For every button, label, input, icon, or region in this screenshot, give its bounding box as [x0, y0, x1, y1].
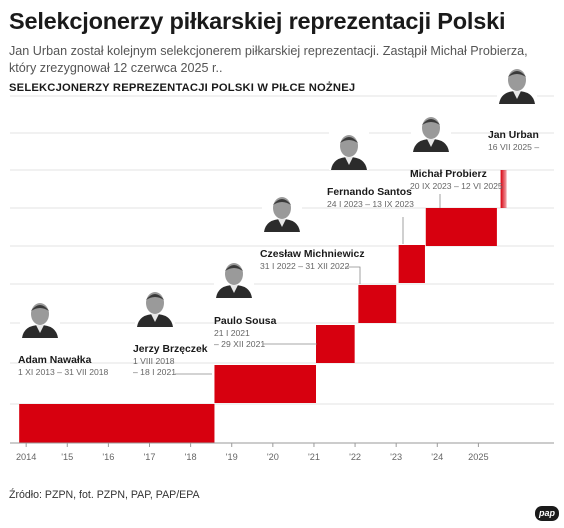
coach-name: Michał Probierz [410, 169, 487, 180]
coach-bar-current [500, 170, 507, 208]
coach-portrait [262, 192, 302, 232]
source-note: Źródło: PZPN, fot. PZPN, PAP, PAP/EPA [9, 489, 200, 501]
label-connector [345, 266, 361, 284]
x-tick-label: '21 [308, 452, 320, 462]
coach-name: Adam Nawałka [18, 355, 92, 366]
coach-dates: 16 VII 2025 – [488, 142, 539, 152]
coach-dates: 1 XI 2013 – 31 VII 2018 [18, 367, 109, 377]
subtitle: Jan Urban został kolejnym selekcjonerem … [9, 44, 528, 75]
coach-dates: – 18 I 2021 [133, 367, 176, 377]
x-tick-label: 2014 [16, 452, 36, 462]
coach-bar [425, 208, 497, 246]
coach-name: Jerzy Brzęczek [133, 344, 208, 355]
coach-dates: 21 I 2021 [214, 328, 250, 338]
x-tick-label: '18 [185, 452, 197, 462]
coach-portrait [329, 130, 369, 170]
coach-portrait [20, 298, 60, 338]
x-tick-label: '19 [226, 452, 238, 462]
coach-bar [316, 325, 355, 363]
coach-dates: 20 IX 2023 – 12 VI 2025 [410, 181, 503, 191]
coach-portrait [135, 287, 175, 327]
coach-dates: 24 I 2023 – 13 IX 2023 [327, 199, 414, 209]
coach-bar [214, 365, 317, 403]
coach-portrait [411, 112, 451, 152]
coach-name: Fernando Santos [327, 187, 412, 198]
x-tick-label: 2025 [468, 452, 488, 462]
coach-portrait [497, 64, 537, 104]
x-tick-label: '15 [61, 452, 73, 462]
x-tick-label: '22 [349, 452, 361, 462]
x-tick-label: '23 [390, 452, 402, 462]
coach-portrait [214, 258, 254, 298]
section-title: SELEKCJONERZY REPREZENTACJI POLSKI W PIŁ… [9, 82, 356, 94]
coach-dates: 1 VIII 2018 [133, 356, 175, 366]
coach-name: Paulo Sousa [214, 316, 277, 327]
x-tick-label: '16 [102, 452, 114, 462]
x-tick-label: '17 [144, 452, 156, 462]
x-tick-label: '20 [267, 452, 279, 462]
x-tick-label: '24 [431, 452, 443, 462]
coach-bar [398, 245, 425, 283]
coach-dates: 31 I 2022 – 31 XII 2022 [260, 261, 350, 271]
coach-name: Jan Urban [488, 130, 539, 141]
page-title: Selekcjonerzy piłkarskiej reprezentacji … [9, 8, 506, 34]
coach-bar [358, 285, 397, 323]
coach-name: Czesław Michniewicz [260, 249, 365, 260]
coach-bar [19, 404, 215, 443]
pap-logo: pap [535, 506, 559, 521]
coach-dates: – 29 XII 2021 [214, 339, 265, 349]
